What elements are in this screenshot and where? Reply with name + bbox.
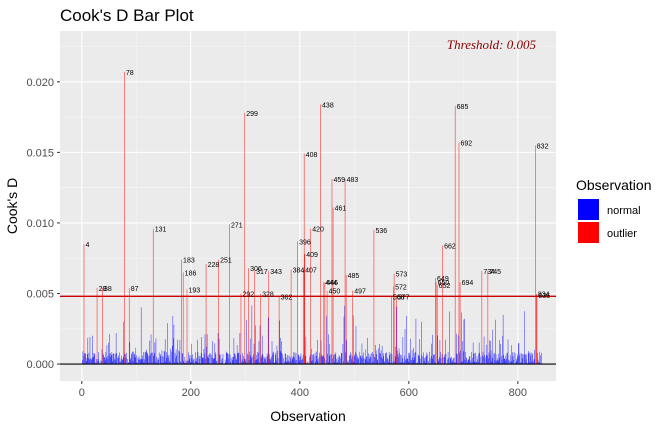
outlier-label: 685	[457, 104, 469, 111]
legend-label-normal: normal	[607, 205, 641, 217]
outlier-label: 652	[439, 283, 451, 290]
outlier-label: 734	[483, 269, 495, 276]
outlier-label: 497	[354, 289, 366, 296]
y-tick-label: 0.015	[26, 147, 54, 159]
outlier-label: 271	[231, 222, 243, 229]
legend: Observation normal outlier	[576, 177, 651, 243]
outlier-label: 228	[208, 262, 220, 269]
y-tick-label: 0.000	[26, 359, 54, 371]
outlier-label: 745	[489, 269, 501, 276]
y-tick-label: 0.010	[26, 218, 54, 230]
outlier-label: 343	[270, 269, 282, 276]
outlier-label: 461	[335, 205, 347, 212]
outlier-label: 536	[375, 228, 387, 235]
outlier-label: 650	[438, 280, 450, 287]
x-tick-label: 200	[182, 387, 200, 399]
outlier-label: 483	[347, 177, 359, 184]
outlier-label: 577	[398, 294, 410, 301]
threshold-label: Threshold: 0.005	[447, 37, 537, 52]
x-tick-label: 400	[291, 387, 309, 399]
outlier-label: 572	[395, 284, 407, 291]
outlier-label: 409	[306, 252, 318, 259]
outlier-label: 568	[393, 294, 405, 301]
plot-panel	[60, 31, 556, 381]
outlier-label: 485	[348, 273, 360, 280]
outlier-label: 251	[220, 258, 232, 265]
outlier-label: 78	[126, 70, 134, 77]
outlier-label: 328	[262, 292, 274, 299]
outlier-label: 38	[104, 286, 112, 293]
outlier-label: 28	[99, 286, 107, 293]
outlier-label: 407	[305, 268, 317, 275]
outlier-label: 834	[538, 292, 550, 299]
outlier-label: 420	[312, 227, 324, 234]
outlier-label: 183	[183, 258, 195, 265]
y-axis: 0.000 0.005 0.010 0.015 0.020	[26, 77, 60, 371]
x-axis-title: Observation	[270, 408, 345, 424]
x-axis: 0 200 400 600 800	[79, 381, 527, 399]
outlier-label: 292	[242, 292, 254, 299]
outlier-label: 692	[460, 140, 472, 147]
y-tick-label: 0.005	[26, 289, 54, 301]
legend-label-outlier: outlier	[607, 228, 637, 240]
x-tick-label: 800	[509, 387, 527, 399]
chart-title: Cook's D Bar Plot	[60, 6, 194, 25]
legend-swatch-outlier	[578, 222, 599, 243]
observation-labels: 4283878871311831861932282512712922993063…	[85, 70, 550, 301]
outlier-label: 408	[306, 152, 318, 159]
x-tick-label: 0	[79, 387, 85, 399]
outlier-label: 299	[246, 111, 258, 118]
outlier-label: 694	[462, 280, 474, 287]
bars	[82, 71, 542, 365]
outlier-label: 384	[293, 268, 305, 275]
outlier-label: 662	[444, 244, 456, 251]
outlier-label: 573	[396, 272, 408, 279]
legend-title: Observation	[576, 177, 651, 193]
outlier-label: 87	[131, 286, 139, 293]
outlier-label: 4	[85, 242, 89, 249]
outlier-label: 459	[333, 177, 345, 184]
y-tick-label: 0.020	[26, 77, 54, 89]
outlier-label: 186	[185, 270, 197, 277]
outlier-label: 649	[437, 276, 449, 283]
outlier-label: 396	[299, 239, 311, 246]
outlier-label: 835	[538, 293, 550, 300]
outlier-label: 450	[329, 289, 341, 296]
x-tick-label: 600	[400, 387, 418, 399]
legend-swatch-normal	[578, 199, 599, 220]
outlier-label: 832	[537, 143, 549, 150]
outlier-label: 306	[250, 266, 262, 273]
outlier-label: 362	[281, 294, 293, 301]
outlier-label: 131	[155, 227, 167, 234]
outlier-label: 444	[325, 280, 337, 287]
y-axis-title: Cook's D	[4, 178, 20, 234]
outlier-label: 446	[326, 280, 338, 287]
outlier-label: 317	[256, 269, 268, 276]
outlier-label: 193	[188, 287, 200, 294]
outlier-label: 438	[322, 102, 334, 109]
